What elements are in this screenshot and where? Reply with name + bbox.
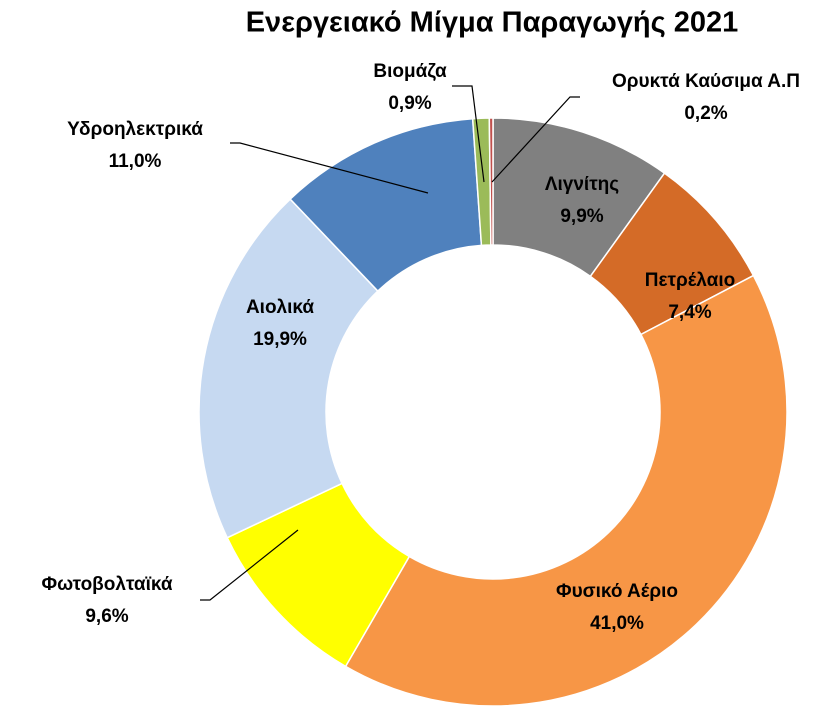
leader-line <box>491 96 580 183</box>
value-label: 11,0% <box>109 151 162 172</box>
value-label: 0,2% <box>684 103 727 124</box>
slice-label: Ορυκτά Καύσιμα Α.Π <box>612 71 800 92</box>
slice-label: Υδροηλεκτρικά <box>67 119 203 140</box>
value-label: 9,9% <box>560 206 603 227</box>
leader-line <box>452 85 485 183</box>
chart-title: Ενεργειακό Μίγμα Παραγωγής 2021 <box>246 7 739 39</box>
leader-line <box>230 142 429 194</box>
slice-label: Φυσικό Αέριο <box>556 581 678 602</box>
value-label: 19,9% <box>253 329 307 350</box>
slice-label: Βιομάζα <box>373 61 447 82</box>
value-label: 7,4% <box>668 302 711 323</box>
slice-label: Αιολικά <box>246 297 314 318</box>
slice-label: Λιγνίτης <box>545 174 619 195</box>
slice <box>344 274 788 707</box>
leader-line <box>200 529 299 601</box>
slice-label: Φωτοβολταϊκά <box>42 574 173 595</box>
slice <box>488 117 494 246</box>
value-label: 41,0% <box>590 613 644 634</box>
slice <box>198 198 379 539</box>
value-label: 9,6% <box>85 606 128 627</box>
slice-label: Πετρέλαιο <box>645 270 735 291</box>
value-label: 0,9% <box>388 93 431 114</box>
